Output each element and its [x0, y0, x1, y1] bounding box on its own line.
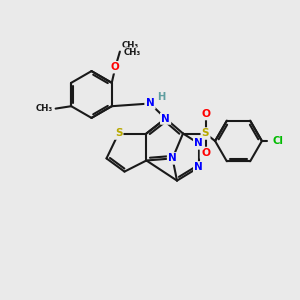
Text: Cl: Cl: [272, 136, 283, 146]
Text: S: S: [202, 128, 209, 139]
Text: H: H: [157, 92, 166, 102]
Text: CH₃: CH₃: [124, 48, 141, 57]
Text: N: N: [194, 138, 203, 148]
Text: N: N: [194, 162, 203, 172]
Text: O: O: [201, 109, 210, 119]
Text: N: N: [168, 153, 177, 164]
Text: CH₃: CH₃: [36, 104, 53, 113]
Text: N: N: [161, 113, 170, 124]
Text: N: N: [146, 98, 154, 109]
Text: O: O: [201, 148, 210, 158]
Text: S: S: [115, 128, 122, 139]
Text: O: O: [111, 62, 120, 72]
Text: CH₃: CH₃: [122, 40, 139, 50]
